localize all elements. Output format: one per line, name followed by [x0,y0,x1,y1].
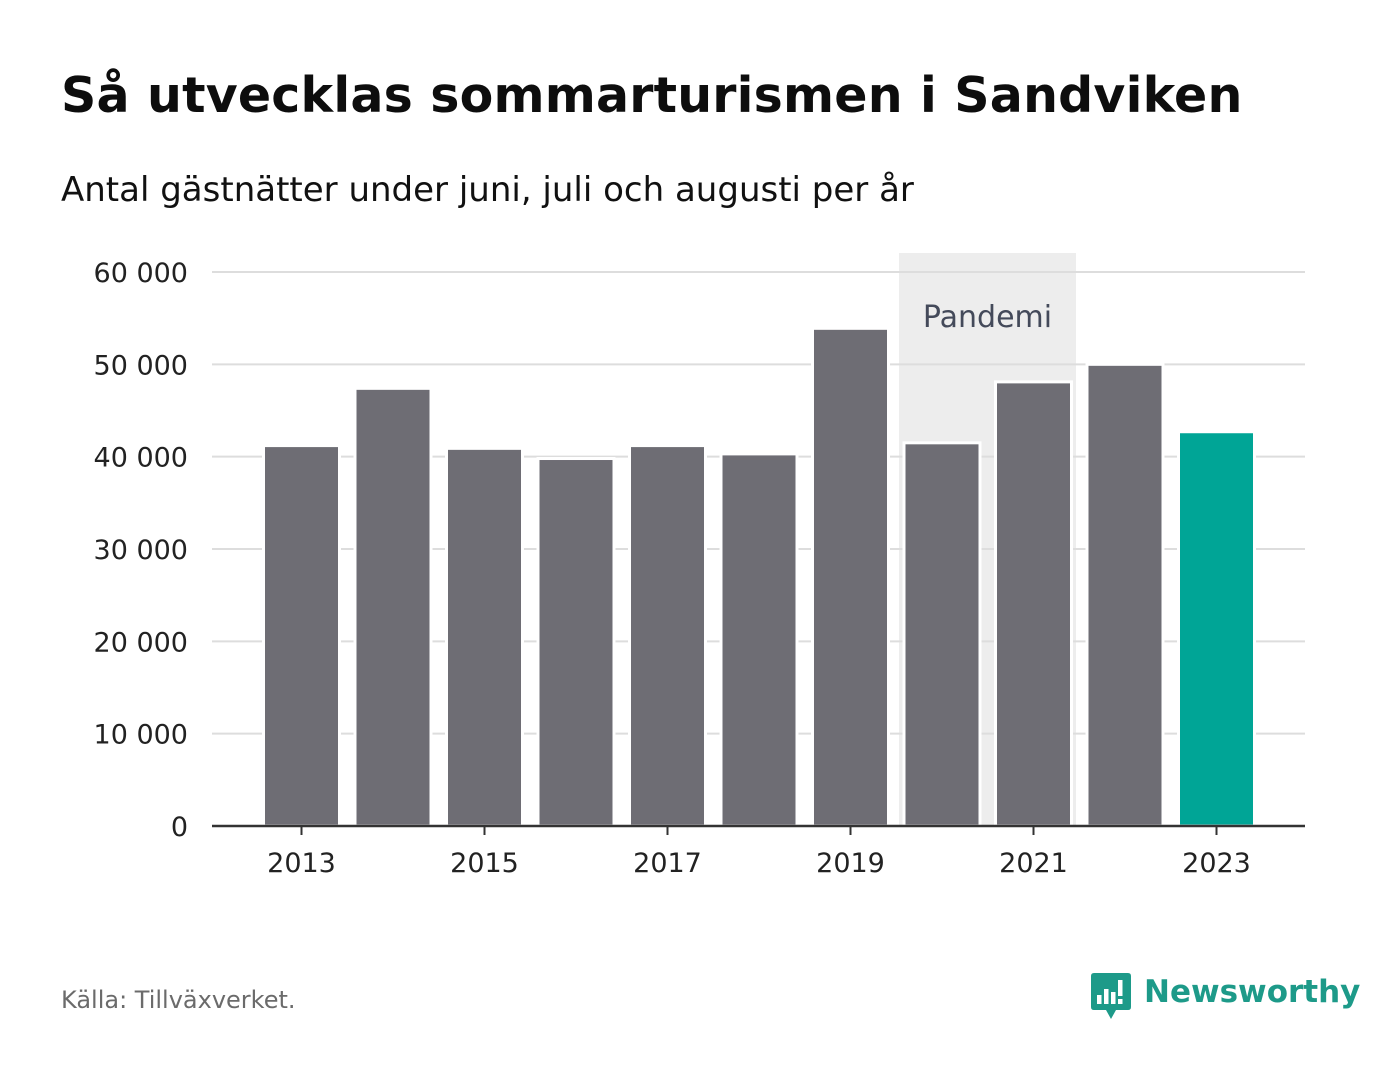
y-tick-label: 10 000 [94,720,188,751]
y-tick-label: 50 000 [94,350,188,381]
y-tick-label: 40 000 [94,443,188,474]
brand-logo: Newsworthy [1090,970,1360,1022]
bar [262,444,341,828]
x-tick-label: 2019 [816,848,885,879]
x-tick-label: 2013 [267,848,336,879]
x-tick-label: 2023 [1182,848,1251,879]
y-tick-label: 20 000 [94,627,188,658]
y-tick-label: 0 [171,812,188,843]
bar [811,326,890,828]
x-tick-label: 2015 [450,848,519,879]
bar [353,386,433,828]
x-tick-label: 2021 [999,848,1068,879]
y-tick-label: 60 000 [94,258,188,289]
bar [902,441,982,828]
bar [445,446,524,828]
chart-subtitle: Antal gästnätter under juni, juli och au… [61,170,914,210]
chart-title: Så utvecklas sommarturismen i Sandviken [61,67,1243,124]
bar-chart: Pandemi 0 10 000 20 000 30 000 40 000 50 000 6… [94,253,1305,879]
x-tick-label: 2017 [633,848,702,879]
source-note: Källa: Tillväxverket. [61,986,296,1014]
bar [1085,362,1165,828]
bar [719,452,799,828]
newsworthy-logo-icon [1091,973,1131,1019]
bar [994,380,1073,828]
bar [628,444,707,828]
brand-name: Newsworthy [1144,974,1361,1010]
bar-highlight [1177,430,1256,828]
bar [536,457,616,828]
pandemic-annotation-label: Pandemi [923,300,1052,335]
y-tick-label: 30 000 [94,535,188,566]
